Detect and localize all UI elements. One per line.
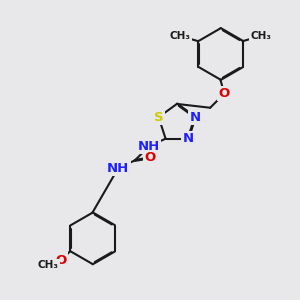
Text: O: O <box>219 87 230 100</box>
Text: CH₃: CH₃ <box>170 31 191 41</box>
Text: CH₃: CH₃ <box>250 31 271 41</box>
Text: N: N <box>183 132 194 145</box>
Text: O: O <box>56 254 67 267</box>
Text: S: S <box>154 111 164 124</box>
Text: O: O <box>145 152 156 164</box>
Text: NH: NH <box>138 140 160 153</box>
Text: CH₃: CH₃ <box>38 260 59 270</box>
Text: N: N <box>190 111 201 124</box>
Text: NH: NH <box>107 162 129 175</box>
